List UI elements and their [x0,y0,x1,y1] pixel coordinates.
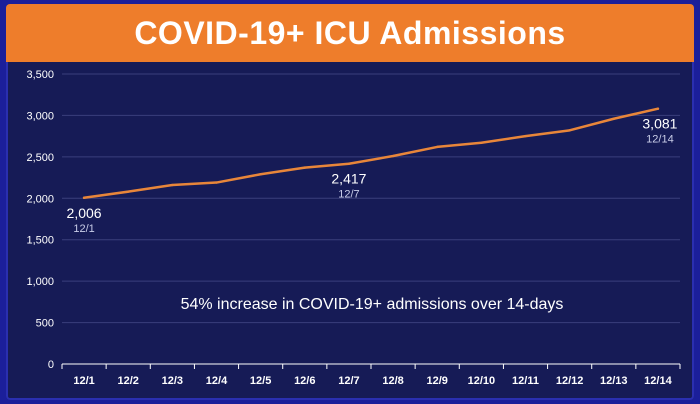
x-tick-label: 12/4 [206,375,228,387]
gridlines [62,73,680,324]
data-point [171,183,174,187]
series-layer [82,107,660,200]
data-point [436,145,439,149]
data-point [303,166,306,169]
data-point [568,129,571,132]
x-tick-label: 12/1 [73,375,94,387]
data-point [480,141,483,144]
x-tick-label: 12/8 [382,375,403,387]
data-label-date: 12/1 [73,223,94,235]
x-tick-label: 12/12 [556,375,584,387]
x-tick-label: 12/10 [468,375,496,387]
data-point [347,162,351,165]
y-tick-label: 500 [36,318,54,330]
chart-title: COVID-19+ ICU Admissions [134,14,566,51]
y-tick-label: 2,000 [26,193,54,205]
title-bar: COVID-19+ ICU Admissions [6,4,694,62]
data-point [524,134,527,138]
data-point [127,190,130,193]
x-tick-label: 12/2 [118,375,139,387]
y-tick-label: 0 [48,359,54,371]
series-line [82,107,660,200]
data-point [82,196,86,199]
chart-annotation: 54% increase in COVID-19+ admissions ove… [181,296,564,313]
data-label-value: 2,006 [67,205,102,221]
y-tick-label: 2,500 [26,152,54,164]
data-labels: 2,006 12/1 2,417 12/7 3,081 12/14 [67,116,678,235]
data-point [215,181,218,184]
x-tick-label: 12/9 [427,375,448,387]
x-tick-label: 12/6 [294,375,315,387]
data-label-date: 12/7 [338,189,359,201]
y-tick-label: 3,000 [26,110,54,122]
y-tick-label: 3,500 [26,69,54,81]
y-tick-label: 1,500 [26,235,54,247]
data-label-value: 3,081 [642,116,677,132]
data-point [656,107,660,110]
data-label-value: 2,417 [331,171,366,187]
chart-frame: COVID-19+ ICU Admissions 0 500 1,000 1,500 2… [6,4,694,400]
x-tick-label: 12/14 [644,375,672,387]
data-point [612,117,615,120]
x-tick-label: 12/5 [250,375,271,387]
data-label-date: 12/14 [646,134,674,146]
data-point [259,173,262,176]
x-tick-label: 12/11 [512,375,539,387]
data-point [391,154,395,158]
x-tick-label: 12/7 [338,375,359,387]
x-tick-label: 12/13 [600,375,628,387]
x-tick-label: 12/3 [162,375,183,387]
y-tick-label: 1,000 [26,276,54,288]
